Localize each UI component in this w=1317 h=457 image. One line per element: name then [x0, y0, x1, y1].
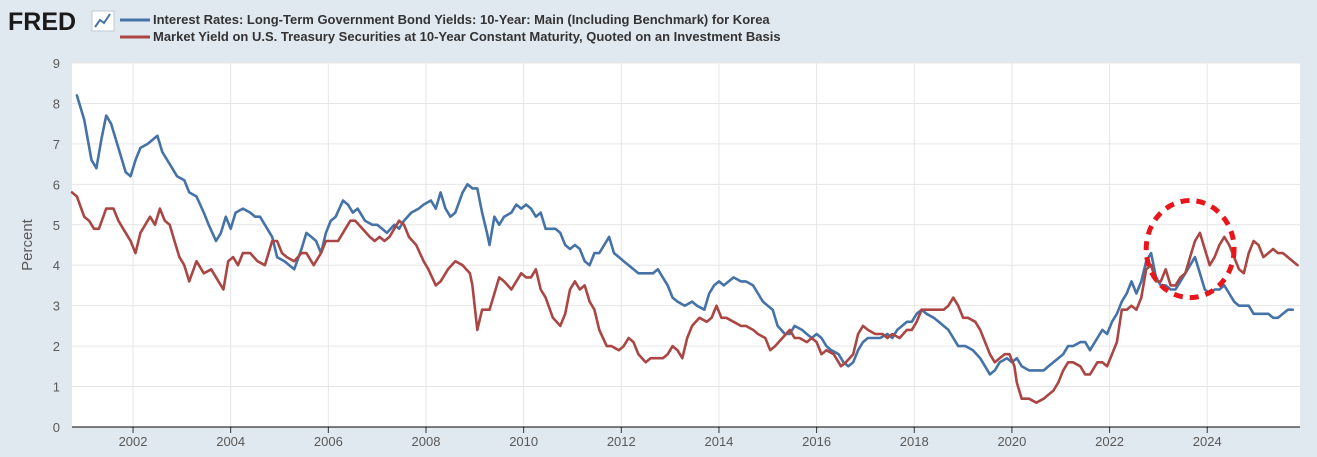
y-tick-label: 0: [53, 420, 60, 435]
plot-area: [72, 63, 1300, 427]
line-chart-icon: [91, 10, 115, 32]
y-tick-label: 7: [53, 137, 60, 152]
brand-text: FRED: [8, 8, 76, 36]
y-tick-label: 1: [53, 380, 60, 395]
fred-logo[interactable]: FRED: [8, 8, 115, 36]
legend-label-us[interactable]: Market Yield on U.S. Treasury Securities…: [153, 29, 781, 44]
x-tick-label: 2002: [119, 434, 148, 449]
annotation-dashed-circle: [1143, 198, 1237, 301]
gridlines: [72, 62, 1300, 427]
x-tick-label: 2008: [412, 434, 441, 449]
x-tick-label: 2020: [997, 434, 1026, 449]
y-tick-label: 3: [53, 299, 60, 314]
x-tick-label: 2014: [704, 434, 733, 449]
y-tick-label: 4: [53, 258, 60, 273]
annotation-layer: [1143, 198, 1237, 301]
x-tick-label: 2012: [607, 434, 636, 449]
y-tick-label: 5: [53, 218, 60, 233]
y-tick-label: 2: [53, 339, 60, 354]
x-tick-label: 2024: [1193, 434, 1222, 449]
legend-label-korea[interactable]: Interest Rates: Long-Term Government Bon…: [153, 12, 770, 27]
x-tick-label: 2016: [802, 434, 831, 449]
series-line-us[interactable]: [70, 191, 1299, 405]
y-axis-title: Percent: [19, 218, 36, 271]
y-tick-label: 6: [53, 177, 60, 192]
y-tick-label: 9: [53, 56, 60, 71]
x-tick-label: 2006: [314, 434, 343, 449]
y-tick-label: 8: [53, 96, 60, 111]
x-tick-label: 2018: [900, 434, 929, 449]
x-tick-label: 2022: [1095, 434, 1124, 449]
legend: Interest Rates: Long-Term Government Bon…: [120, 12, 781, 44]
x-axis: 2002 2004 2006 2008 2010 2012 2014 2016 2018 2020…: [119, 427, 1222, 449]
x-tick-label: 2010: [509, 434, 538, 449]
series-layer: [70, 94, 1299, 405]
y-axis: 0 1 2 3 4 5 6 7 8 9: [53, 56, 60, 435]
x-tick-label: 2004: [216, 434, 245, 449]
